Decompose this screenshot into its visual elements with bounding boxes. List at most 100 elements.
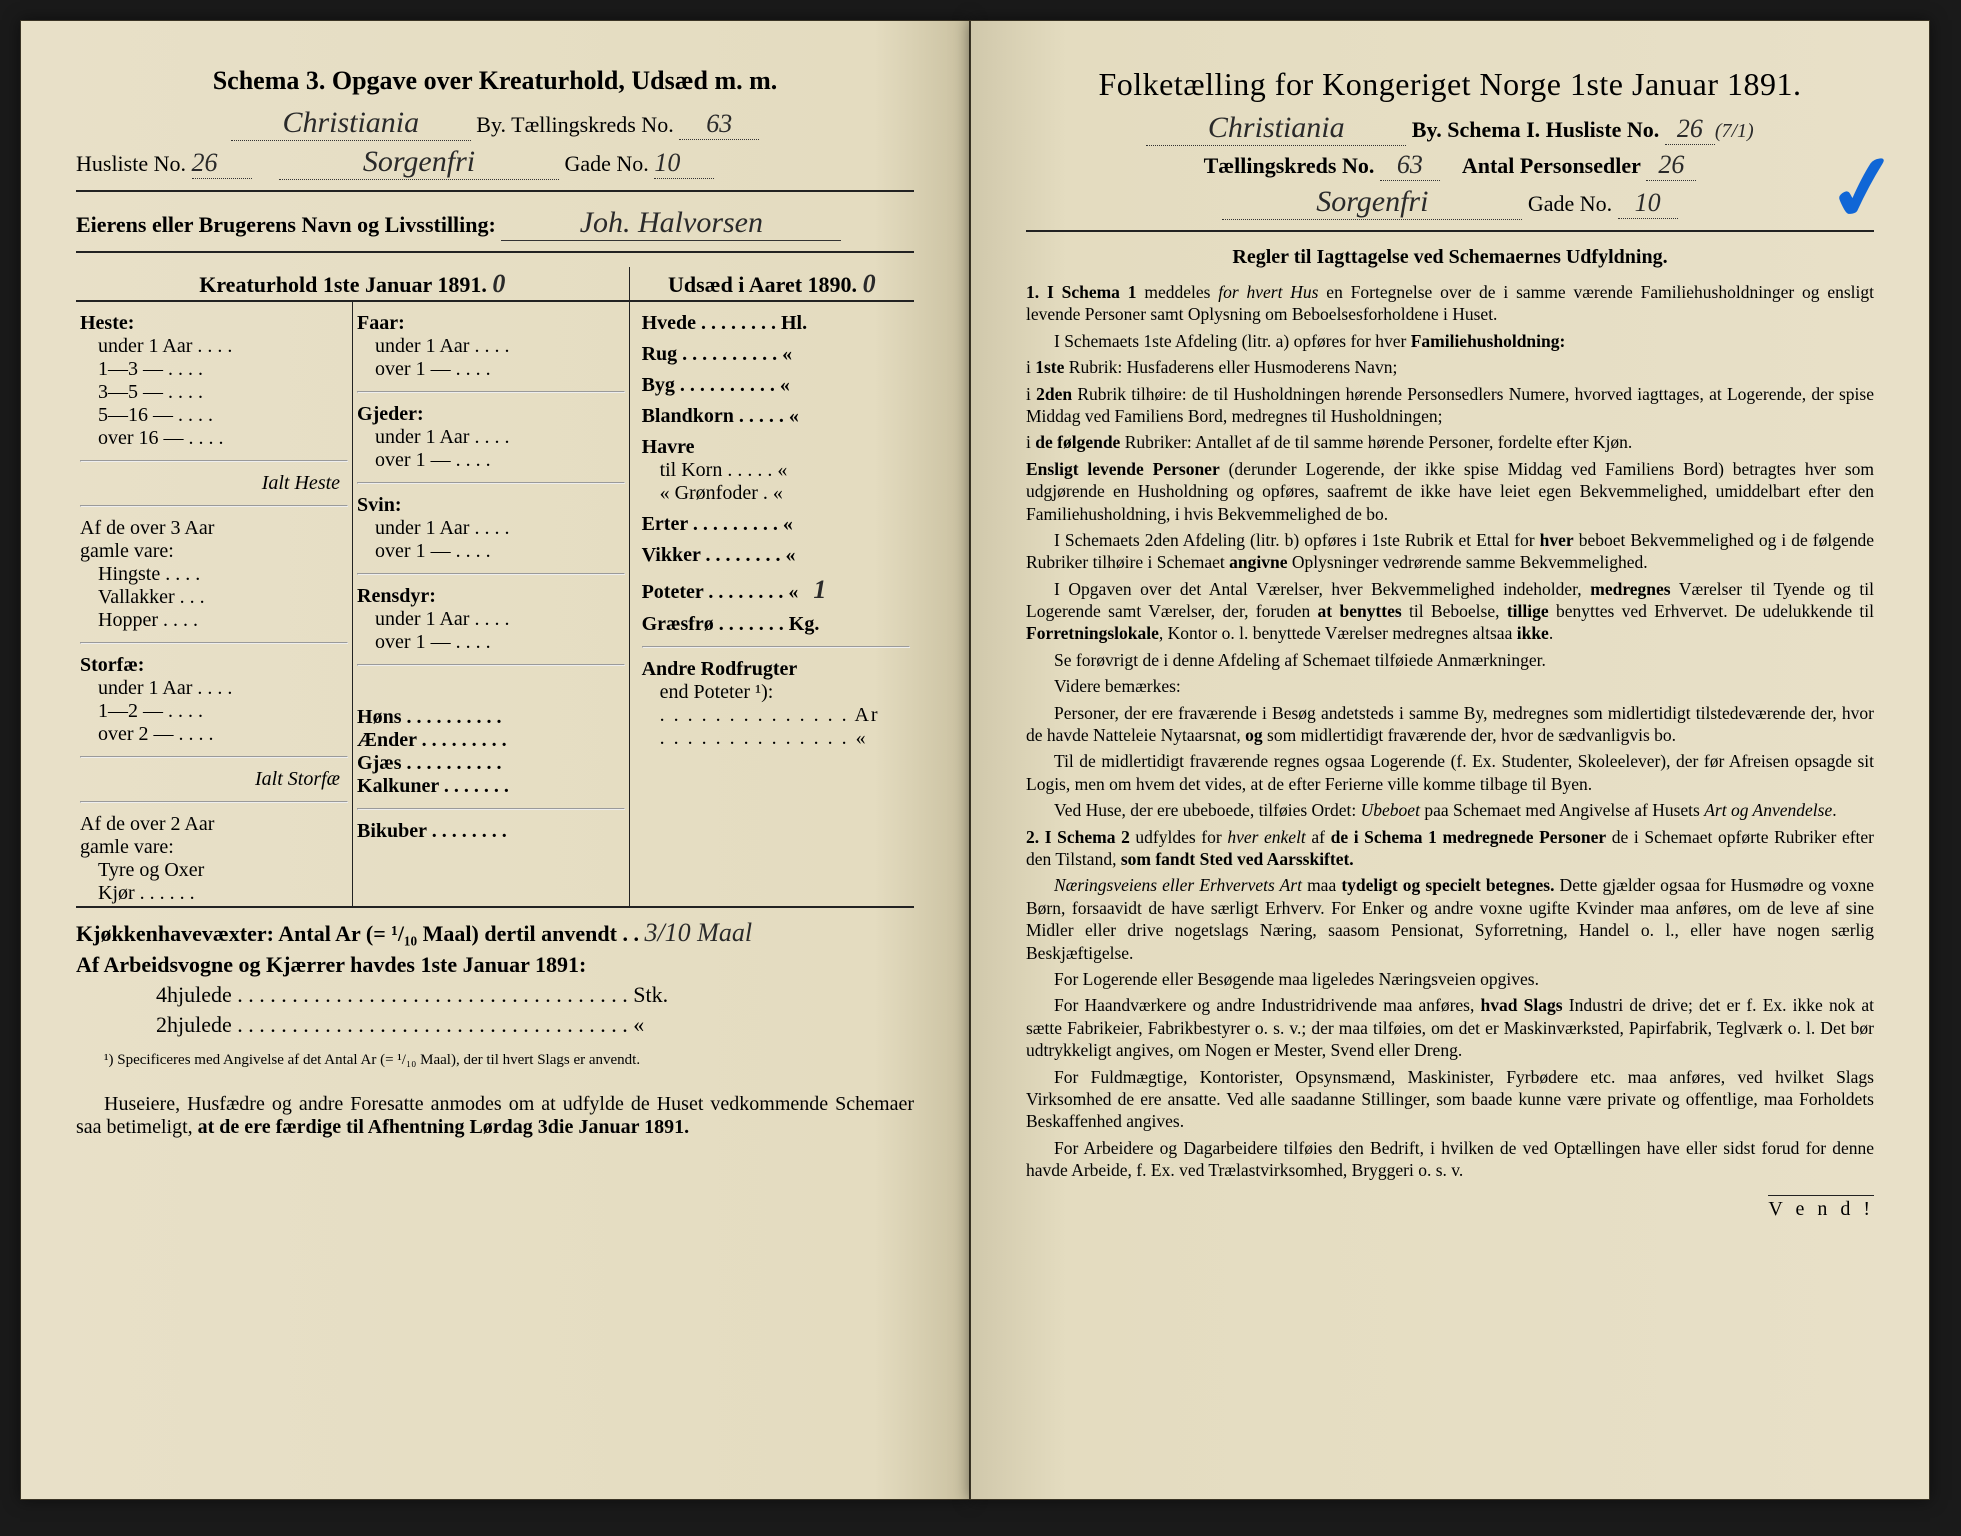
- bottom-paragraph: Huseiere, Husfædre og andre Foresatte an…: [76, 1093, 914, 1139]
- havre: Havre: [642, 436, 910, 459]
- heste-row: under 1 Aar . . . .: [80, 335, 348, 358]
- af3aar: Af de over 3 Aar: [80, 517, 348, 540]
- census-title: Folketælling for Kongeriget Norge 1ste J…: [1026, 66, 1874, 103]
- husliste-suffix: (7/1): [1715, 120, 1754, 142]
- storfae-label: Storfæ:: [80, 654, 348, 677]
- hjul2: 2hjulede . . . . . . . . . . . . . . . .…: [76, 1012, 914, 1038]
- havre-korn: til Korn . . . . . «: [642, 459, 910, 482]
- husliste-label: Husliste No.: [76, 151, 186, 176]
- col2-head: Udsæd i Aaret 1890.: [668, 272, 857, 297]
- ialt-storfae: Ialt Storfæ: [80, 768, 348, 791]
- ialt-heste: Ialt Heste: [80, 472, 348, 495]
- hingste: Hingste . . . .: [80, 563, 348, 586]
- faar-label: Faar:: [357, 312, 625, 335]
- col1-head: Kreaturhold 1ste Januar 1891.: [199, 272, 487, 297]
- af2aar: Af de over 2 Aar: [80, 813, 348, 836]
- right-page: ✓ Folketælling for Kongeriget Norge 1ste…: [970, 20, 1930, 1500]
- kjokken-value: 3/10 Maal: [644, 918, 752, 947]
- kreatur-table: Kreaturhold 1ste Januar 1891. 0 Udsæd i …: [76, 267, 914, 908]
- poteter-value: 1: [813, 575, 826, 604]
- rensdyr-row: over 1 — . . . .: [357, 631, 625, 654]
- gade-no-r: 10: [1635, 188, 1661, 217]
- svin-row: over 1 — . . . .: [357, 540, 625, 563]
- vallakker: Vallakker . . .: [80, 586, 348, 609]
- graesfro: Græsfrø . . . . . . . Kg.: [642, 613, 910, 636]
- hjul4: 4hjulede . . . . . . . . . . . . . . . .…: [76, 982, 914, 1008]
- antal-no: 26: [1658, 150, 1684, 179]
- arbeidsvogne-label: Af Arbeidsvogne og Kjærrer havdes 1ste J…: [76, 952, 914, 978]
- faar-row: over 1 — . . . .: [357, 358, 625, 381]
- owner-line: Eierens eller Brugerens Navn og Livsstil…: [76, 206, 914, 241]
- checkmark-annotation: ✓: [1819, 131, 1908, 245]
- gjeder-row: over 1 — . . . .: [357, 449, 625, 472]
- gamle-vare: gamle vare:: [80, 540, 348, 563]
- antal-label: Antal Personsedler: [1462, 153, 1641, 178]
- rug: Rug . . . . . . . . . . «: [642, 343, 910, 366]
- owner-value: Joh. Halvorsen: [580, 206, 763, 239]
- kreds-label-r: Tællingskreds No.: [1204, 153, 1375, 178]
- heste-row: 5—16 — . . . .: [80, 404, 348, 427]
- kreds-line-r: Tællingskreds No. 63 Antal Personsedler …: [1026, 150, 1874, 181]
- erter: Erter . . . . . . . . . «: [642, 513, 910, 536]
- hopper: Hopper . . . .: [80, 609, 348, 632]
- svin-label: Svin:: [357, 494, 625, 517]
- city-value: Christiania: [282, 106, 419, 139]
- gjaes: Gjæs . . . . . . . . . .: [357, 752, 625, 775]
- gjeder-label: Gjeder:: [357, 403, 625, 426]
- crop-dots: . . . . . . . . . . . . . . Ar: [642, 704, 910, 727]
- heste-row: 1—3 — . . . .: [80, 358, 348, 381]
- bikuber: Bikuber . . . . . . . .: [357, 820, 625, 843]
- blandkorn: Blandkorn . . . . . «: [642, 405, 910, 428]
- gade-label-r: Gade No.: [1528, 191, 1612, 216]
- hvede: Hvede . . . . . . . . Hl.: [642, 312, 910, 335]
- hons: Høns . . . . . . . . . .: [357, 706, 625, 729]
- poteter: Poteter . . . . . . . . « 1: [642, 575, 910, 605]
- footnote-1: ¹) Specificeres med Angivelse af det Ant…: [76, 1052, 914, 1069]
- storfae-row: 1—2 — . . . .: [80, 700, 348, 723]
- kjor: Kjør . . . . . .: [80, 882, 348, 905]
- crop-dots: . . . . . . . . . . . . . . «: [642, 727, 910, 750]
- owner-label: Eierens eller Brugerens Navn og Livsstil…: [76, 212, 496, 237]
- vikker: Vikker . . . . . . . . «: [642, 544, 910, 567]
- end-poteter: end Poteter ¹):: [642, 681, 910, 704]
- husliste-no: 26: [192, 148, 218, 177]
- left-page: Schema 3. Opgave over Kreaturhold, Udsæd…: [20, 20, 970, 1500]
- street-r: Sorgenfri: [1316, 185, 1428, 218]
- vend-label: V e n d !: [1768, 1195, 1874, 1221]
- aender: Ænder . . . . . . . . .: [357, 729, 625, 752]
- gade-label: Gade No.: [565, 151, 649, 176]
- svin-row: under 1 Aar . . . .: [357, 517, 625, 540]
- kjokken-line: Kjøkkenhavevæxter: Antal Ar (= ¹/₁₀ Maal…: [76, 918, 914, 948]
- andre-rodfrugter: Andre Rodfrugter: [642, 658, 910, 681]
- kalkuner: Kalkuner . . . . . . .: [357, 775, 625, 798]
- city-line: Christiania By. Tællingskreds No. 63: [76, 106, 914, 141]
- gade-no: 10: [654, 148, 680, 177]
- kreds-no: 63: [706, 109, 732, 138]
- city-r: Christiania: [1208, 111, 1345, 144]
- faar-row: under 1 Aar . . . .: [357, 335, 625, 358]
- col2-mark: 0: [863, 269, 876, 298]
- col1-mark: 0: [492, 269, 505, 298]
- city-line-r: Christiania By. Schema I. Husliste No. 2…: [1026, 111, 1874, 146]
- storfae-row: over 2 — . . . .: [80, 723, 348, 746]
- rensdyr-label: Rensdyr:: [357, 585, 625, 608]
- gjeder-row: under 1 Aar . . . .: [357, 426, 625, 449]
- heste-row: over 16 — . . . .: [80, 427, 348, 450]
- heste-row: 3—5 — . . . .: [80, 381, 348, 404]
- gamle-vare2: gamle vare:: [80, 836, 348, 859]
- rules-body: 1. I Schema 1 meddeles for hvert Hus en …: [1026, 281, 1874, 1181]
- by-label: By. Tællingskreds No.: [476, 112, 673, 137]
- street-line-r: Sorgenfri Gade No. 10: [1026, 185, 1874, 220]
- schema3-title: Schema 3. Opgave over Kreaturhold, Udsæd…: [76, 66, 914, 96]
- storfae-row: under 1 Aar . . . .: [80, 677, 348, 700]
- tyre: Tyre og Oxer: [80, 859, 348, 882]
- by-label-r: By. Schema I. Husliste No.: [1412, 117, 1660, 142]
- husliste-no-r: 26: [1677, 114, 1703, 143]
- byg: Byg . . . . . . . . . . «: [642, 374, 910, 397]
- kreds-no-r: 63: [1397, 150, 1423, 179]
- rensdyr-row: under 1 Aar . . . .: [357, 608, 625, 631]
- husliste-line: Husliste No. 26 Sorgenfri Gade No. 10: [76, 145, 914, 180]
- street-value: Sorgenfri: [363, 145, 475, 178]
- havre-gron: « Grønfoder . «: [642, 482, 910, 505]
- heste-label: Heste:: [80, 312, 348, 335]
